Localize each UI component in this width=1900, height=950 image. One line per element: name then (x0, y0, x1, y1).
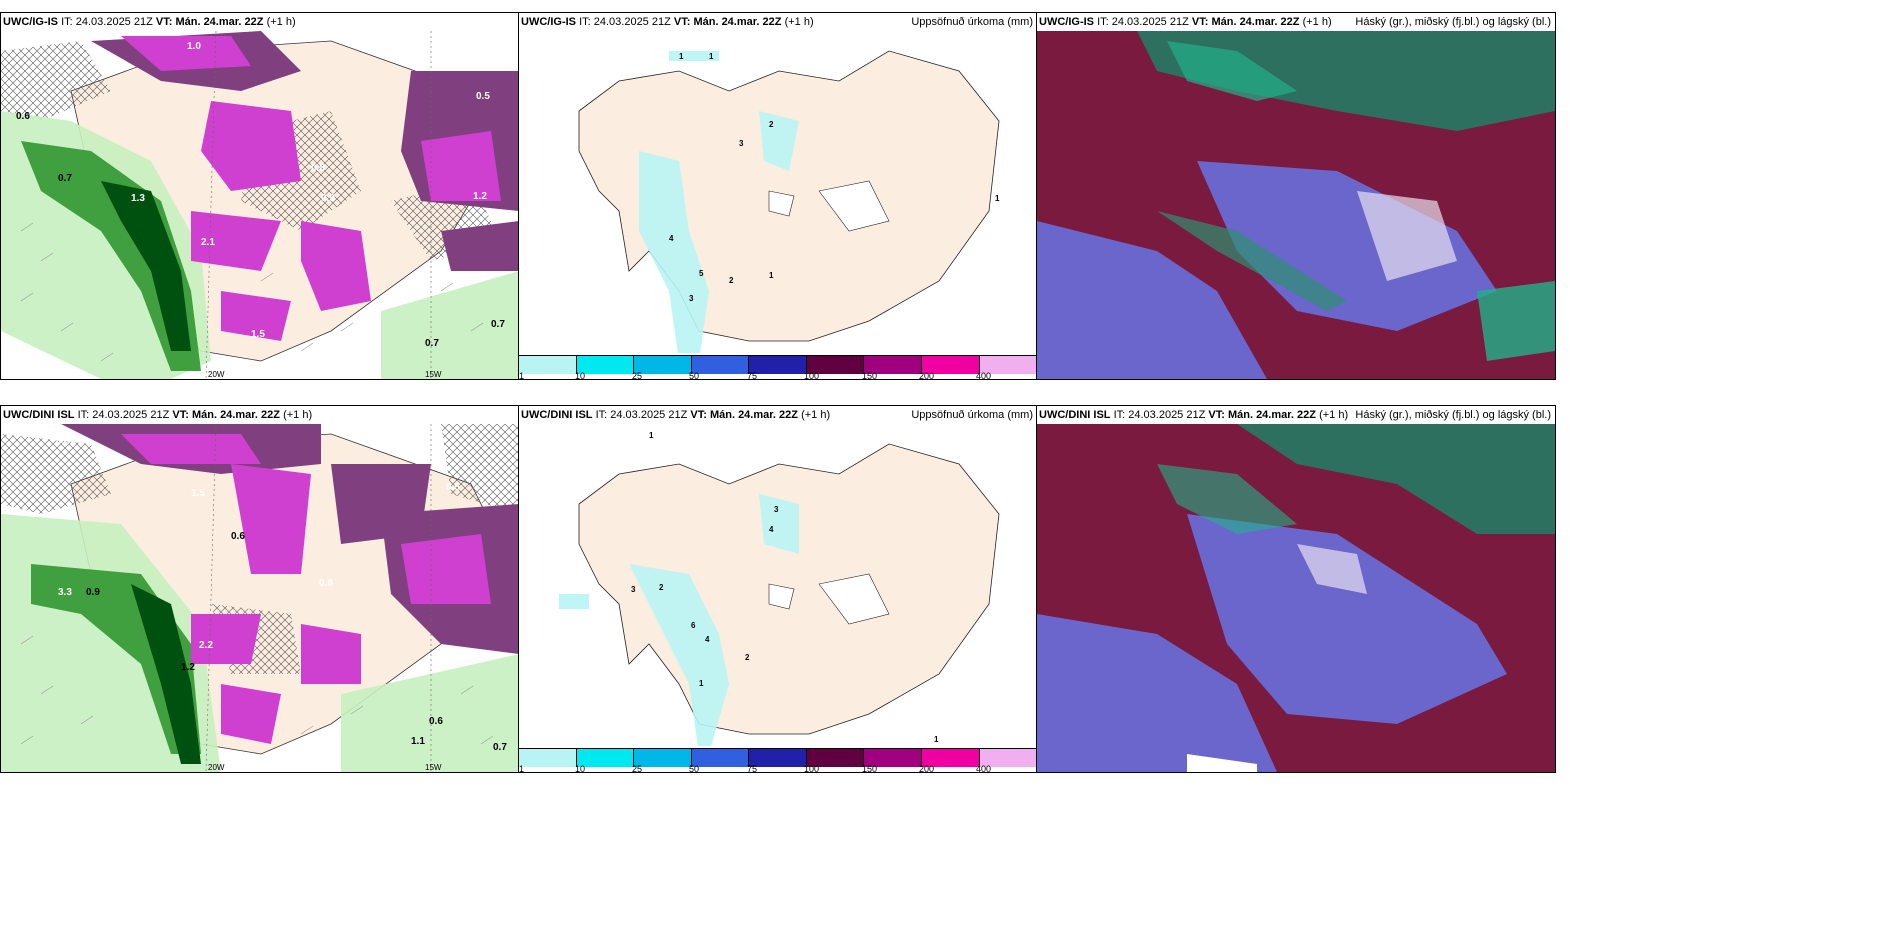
lon-label: 15W (425, 763, 442, 772)
lon-label: 20W (208, 370, 225, 379)
precip-label: 1.1 (411, 736, 425, 747)
precip-label: 1.0 (187, 41, 201, 52)
colorbar-cell (519, 749, 577, 767)
precip-map-dini: 0.4 0.3 0.5 1.5 0.6 3.3 0.9 2.2 0.8 1.2 … (1, 424, 519, 772)
accum-label: 3 (739, 139, 744, 148)
precip-label: 1.5 (191, 488, 205, 499)
precip-label: 0.6 (429, 716, 443, 727)
panel-cloud-dini: UWC/DINI ISL IT: 24.03.2025 21Z VT: Mán.… (1036, 405, 1556, 773)
panel-title: Uppsöfnuð úrkoma (mm) (911, 409, 1033, 421)
precip-label: 3.3 (58, 587, 72, 598)
precip-label: 0.7 (425, 338, 439, 349)
colorbar-labels: 1 10 25 50 75 100 150 200 400 (519, 371, 992, 380)
colorbar-cell (749, 356, 807, 374)
colorbar-cell (806, 749, 865, 767)
accum-label: 3 (774, 505, 779, 514)
colorbar-cell (864, 356, 922, 374)
colorbar-cell (634, 356, 692, 374)
colorbar-cell (576, 749, 635, 767)
precip-label: 2.1 (201, 237, 215, 248)
precip-label: 0.6 (16, 111, 30, 122)
panel-header: UWC/DINI ISL IT: 24.03.2025 21Z VT: Mán.… (1039, 409, 1349, 421)
colorbar-labels: 1 10 25 50 75 100 150 200 400 (519, 764, 992, 773)
panel-precip-igis: UWC/IG-IS IT: 24.03.2025 21Z VT: Mán. 24… (0, 12, 520, 380)
cloud-map-dini (1037, 424, 1555, 772)
precip-colorbar (519, 355, 1037, 374)
accum-label: 2 (659, 583, 664, 592)
accum-label: 1 (679, 52, 684, 61)
panel-accum-dini: UWC/DINI ISL IT: 24.03.2025 21Z VT: Mán.… (518, 405, 1038, 773)
accum-label: 1 (934, 735, 939, 744)
panel-cloud-igis: UWC/IG-IS IT: 24.03.2025 21Z VT: Mán. 24… (1036, 12, 1556, 380)
precip-colorbar (519, 748, 1037, 767)
accum-map-dini: 1 3 4 3 2 6 4 2 1 1 (559, 431, 1000, 746)
accum-label: 1 (699, 679, 704, 688)
colorbar-cell (634, 749, 692, 767)
accum-label: 1 (769, 271, 774, 280)
accum-label: 1 (649, 431, 654, 440)
precip-label: 0.9 (86, 587, 100, 598)
accum-label: 2 (729, 276, 734, 285)
lon-label: 15W (425, 370, 442, 379)
accum-label: 4 (769, 525, 774, 534)
colorbar-cell (806, 356, 865, 374)
accum-label: 5 (699, 269, 704, 278)
colorbar-cell (864, 749, 922, 767)
accum-label: 2 (745, 653, 750, 662)
panel-title: Háský (gr.), miðský (fj.bl.) og lágský (… (1355, 16, 1551, 28)
colorbar-cell (691, 749, 750, 767)
precip-label: 0.7 (491, 319, 505, 330)
precip-map-igis: 0.3 1.0 0.5 0.6 0.7 1.3 0.8 1.2 0.9 2.1 … (1, 31, 519, 379)
precip-label: 2.2 (199, 640, 213, 651)
colorbar-cell (691, 356, 750, 374)
precip-label: 0.5 (446, 482, 460, 493)
accum-label: 1 (995, 194, 1000, 203)
panel-header: UWC/IG-IS IT: 24.03.2025 21Z VT: Mán. 24… (521, 16, 814, 28)
panel-precip-dini: UWC/DINI ISL IT: 24.03.2025 21Z VT: Mán.… (0, 405, 520, 773)
panel-header: UWC/IG-IS IT: 24.03.2025 21Z VT: Mán. 24… (1039, 16, 1332, 28)
panel-header: UWC/DINI ISL IT: 24.03.2025 21Z VT: Mán.… (3, 409, 313, 421)
colorbar-cell (921, 749, 980, 767)
accum-label: 2 (769, 120, 774, 129)
precip-label: 0.3 (76, 35, 90, 46)
lon-label: 20W (208, 763, 225, 772)
precip-label: 0.8 (319, 578, 333, 589)
accum-label: 1 (709, 52, 714, 61)
accum-label: 3 (689, 294, 694, 303)
accum-label: 4 (669, 234, 674, 243)
colorbar-cell (921, 356, 980, 374)
accum-map-igis: 1 1 2 3 4 5 2 1 3 1 (578, 50, 1000, 353)
precip-label: 0.8 (311, 163, 325, 174)
precip-label: 0.6 (231, 531, 245, 542)
precip-label: 1.3 (131, 193, 145, 204)
precip-label: 0.7 (58, 173, 72, 184)
accum-label: 3 (631, 585, 636, 594)
panel-header: UWC/DINI ISL IT: 24.03.2025 21Z VT: Mán.… (521, 409, 831, 421)
precip-label: 0.5 (476, 91, 490, 102)
precip-label: 0.3 (56, 436, 70, 447)
accum-label: 4 (705, 635, 710, 644)
panel-title: Háský (gr.), miðský (fj.bl.) og lágský (… (1355, 409, 1551, 421)
cloud-map-igis (1037, 31, 1555, 379)
colorbar-cell (576, 356, 635, 374)
panel-title: Uppsöfnuð úrkoma (mm) (911, 16, 1033, 28)
accum-label: 6 (691, 621, 696, 630)
colorbar-cell (749, 749, 807, 767)
panel-header: UWC/IG-IS IT: 24.03.2025 21Z VT: Mán. 24… (3, 16, 296, 28)
panel-accum-igis: UWC/IG-IS IT: 24.03.2025 21Z VT: Mán. 24… (518, 12, 1038, 380)
precip-label: 0.4 (31, 424, 45, 435)
precip-label: 1.2 (181, 662, 195, 673)
precip-label: 1.2 (473, 191, 487, 202)
precip-label: 1.5 (251, 329, 265, 340)
precip-label: 0.9 (321, 193, 335, 204)
colorbar-cell (519, 356, 577, 374)
precip-label: 0.7 (493, 742, 507, 753)
